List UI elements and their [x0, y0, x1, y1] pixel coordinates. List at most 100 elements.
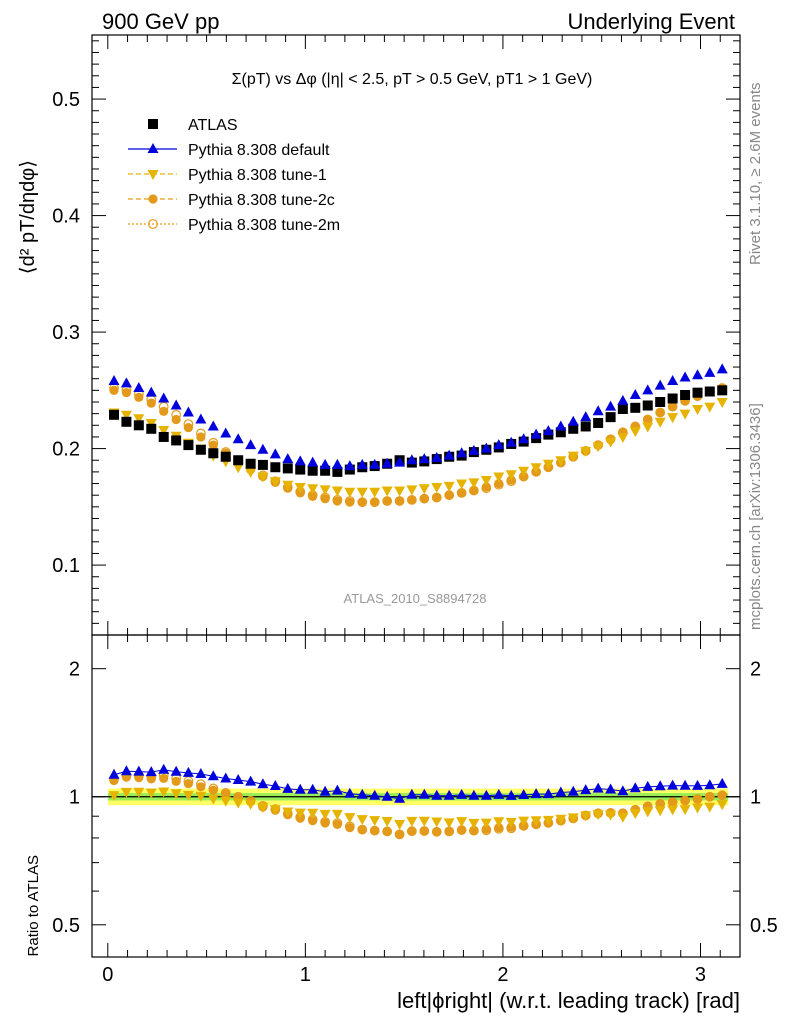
data-point — [418, 453, 430, 464]
data-point — [170, 399, 182, 410]
legend-marker — [148, 219, 158, 229]
data-point — [481, 482, 491, 492]
data-point — [356, 487, 368, 498]
ratio-point — [407, 826, 417, 836]
data-point — [245, 458, 256, 469]
ratio-point — [432, 827, 442, 837]
data-point — [717, 385, 728, 396]
data-point — [480, 476, 492, 487]
ratio-point — [332, 819, 342, 829]
data-point — [245, 439, 257, 450]
ratio-point — [692, 779, 704, 790]
legend-label: Pythia 8.308 tune-2c — [188, 192, 335, 209]
data-point — [568, 423, 579, 434]
data-point — [220, 427, 232, 438]
data-point — [121, 388, 132, 398]
data-point — [667, 413, 679, 424]
ratio-point — [667, 779, 679, 790]
data-point — [493, 472, 505, 483]
data-point — [407, 495, 417, 505]
data-point — [356, 458, 368, 469]
data-point — [692, 387, 703, 398]
ratio-point — [679, 805, 691, 816]
data-point — [518, 466, 530, 477]
ratio-point — [345, 822, 355, 833]
ratio-point — [145, 788, 157, 799]
ratio-point — [331, 809, 343, 820]
ratio-point — [159, 773, 169, 783]
ratio-point — [182, 790, 194, 801]
data-point — [617, 403, 628, 414]
ratio-point — [307, 783, 319, 794]
ratio-point — [308, 816, 318, 826]
data-point — [332, 466, 343, 477]
data-point — [133, 414, 145, 425]
ratio-y-tick-label: 0.5 — [52, 915, 80, 937]
ratio-point — [505, 789, 517, 800]
ratio-point — [592, 810, 604, 821]
ratio-point — [629, 809, 641, 820]
ratio-point — [592, 782, 604, 793]
ratio-point — [245, 799, 257, 810]
data-point — [630, 402, 641, 413]
ratio-point — [481, 824, 491, 834]
ratio-point — [617, 812, 629, 823]
x-tick-labels: 0 1 2 3 — [102, 964, 706, 986]
data-point — [716, 363, 728, 374]
mcplots-reference-label: mcplots.cern.ch [arXiv:1306.3436] — [747, 403, 764, 630]
data-point — [257, 459, 268, 470]
data-point — [443, 449, 455, 460]
main-axis-ticks — [92, 35, 740, 635]
data-point — [369, 458, 381, 469]
data-point — [432, 492, 442, 503]
data-point — [319, 458, 331, 469]
ratio-point — [692, 803, 704, 814]
data-point — [431, 483, 443, 494]
ratio-point — [642, 807, 654, 818]
data-point — [431, 451, 443, 462]
data-point — [269, 477, 281, 488]
ratio-point — [220, 772, 232, 783]
legend-label: Pythia 8.308 default — [188, 142, 330, 159]
ratio-point — [120, 765, 132, 776]
data-point — [704, 366, 716, 377]
ratio-point — [480, 789, 492, 800]
data-point — [195, 413, 207, 424]
ratio-point — [344, 787, 356, 798]
ratio-y-tick-label-right: 0.5 — [750, 915, 778, 937]
data-point — [195, 444, 206, 455]
header-left: 900 GeV pp — [102, 9, 219, 34]
ratio-series-circle — [109, 772, 727, 839]
ratio-point — [654, 780, 666, 791]
data-point — [308, 491, 318, 501]
data-point — [220, 451, 231, 462]
ratio-point — [395, 829, 405, 839]
ratio-point — [555, 786, 567, 797]
header-right: Underlying Event — [567, 9, 735, 34]
data-point — [183, 440, 194, 451]
ratio-y-tick-labels: 0.5 0.5 1 1 2 2 — [52, 659, 778, 937]
ratio-point — [716, 777, 728, 788]
data-point — [456, 447, 468, 458]
ratio-data-series — [108, 763, 728, 840]
data-point — [208, 440, 218, 450]
ratio-y-tick-label: 2 — [69, 659, 80, 681]
data-point — [345, 497, 355, 507]
data-point — [642, 422, 654, 433]
ratio-y-axis-label: Ratio to ATLAS — [25, 855, 42, 956]
data-point — [282, 480, 294, 491]
main-y-tick-label: 0.4 — [52, 206, 80, 228]
data-point — [307, 465, 318, 476]
ratio-point — [605, 810, 617, 821]
data-point — [146, 398, 156, 408]
ratio-panel: 0.5 0.5 1 1 2 2 0 1 2 3 Ratio to ATLAS left|ϕrig… — [25, 634, 778, 1013]
ratio-point — [357, 825, 367, 835]
data-point — [307, 484, 319, 495]
ratio-point — [680, 795, 690, 806]
data-point — [667, 393, 678, 404]
ratio-point — [444, 826, 454, 836]
ratio-point — [468, 789, 480, 800]
ratio-point — [468, 818, 480, 829]
ratio-y-tick-label-right: 2 — [750, 659, 761, 681]
